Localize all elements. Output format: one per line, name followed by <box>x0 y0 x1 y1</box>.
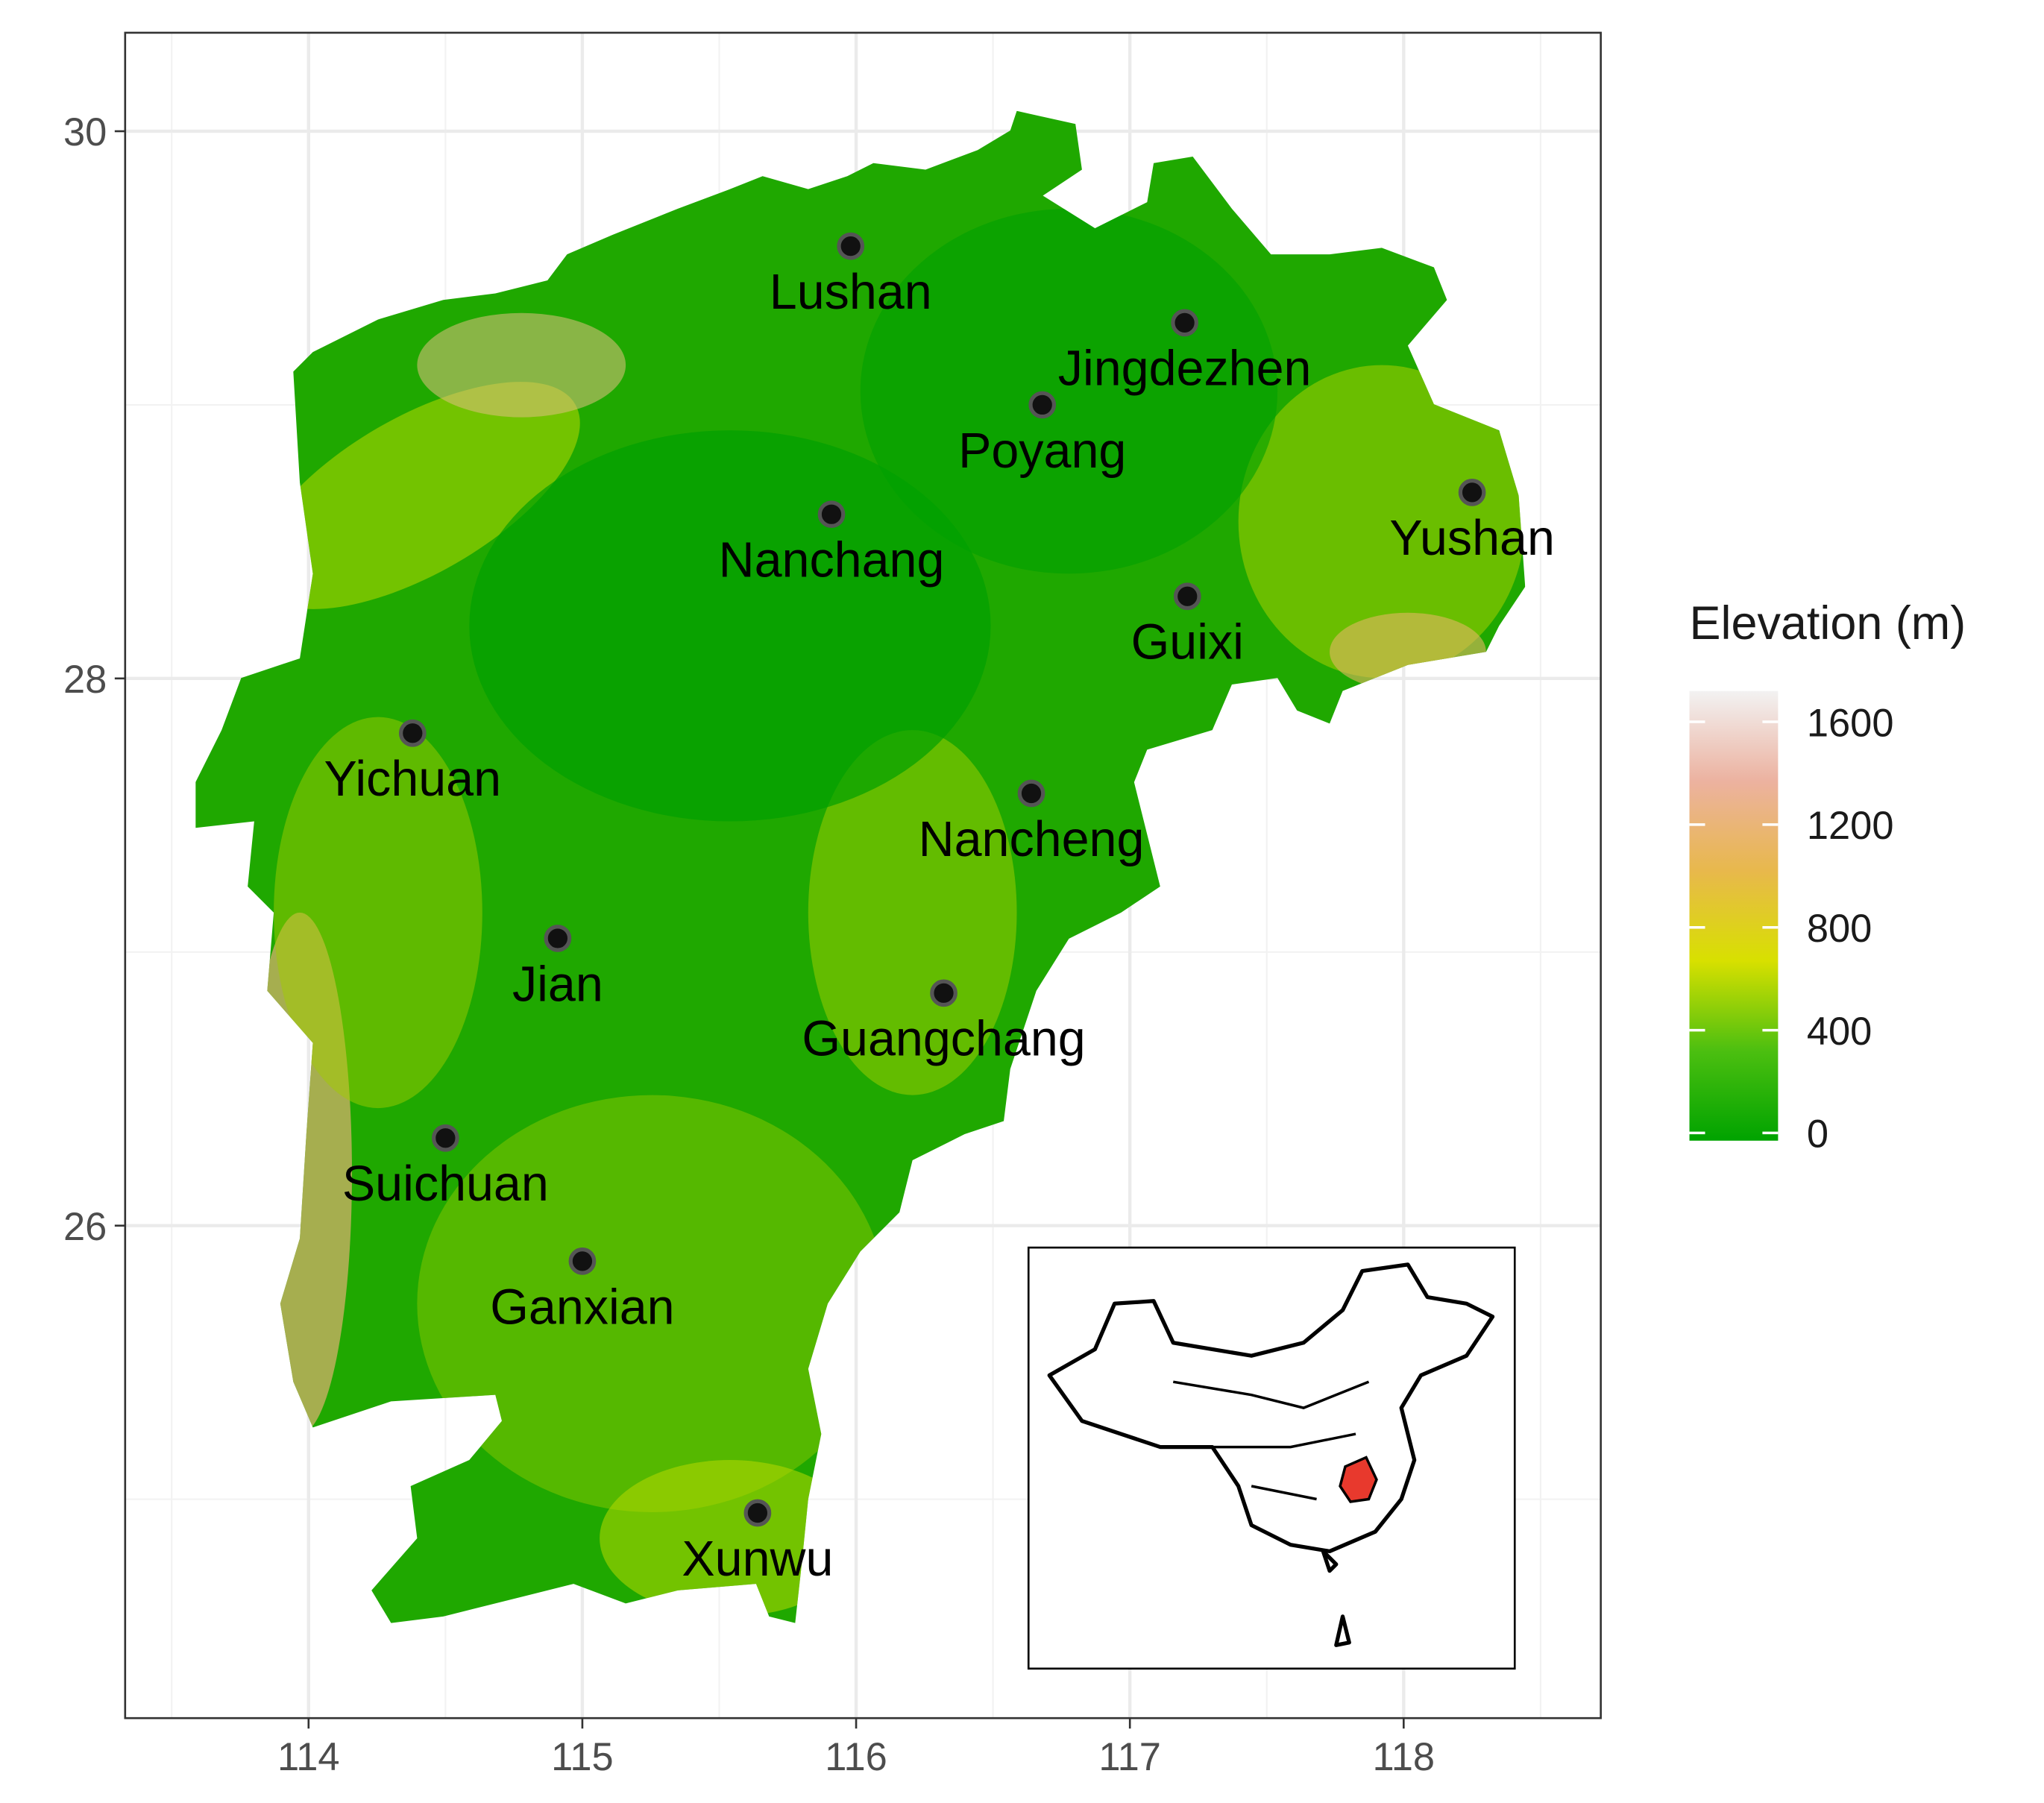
city-label: Lushan <box>770 265 932 320</box>
city-label: Nanchang <box>719 533 945 588</box>
city-point <box>1171 309 1198 337</box>
city-label: Guangchang <box>802 1012 1085 1067</box>
city-point <box>1017 779 1045 808</box>
city-point <box>568 1247 597 1275</box>
city-point <box>1458 478 1486 506</box>
city-label: Nancheng <box>919 812 1145 867</box>
legend-label: 1600 <box>1807 702 1894 745</box>
x-tick-label: 115 <box>551 1736 614 1779</box>
panel-border <box>124 31 1602 1719</box>
city-label: Yushan <box>1389 511 1555 566</box>
city-label: Ganxian <box>490 1280 674 1335</box>
city-point <box>837 232 865 260</box>
legend-label: 400 <box>1807 1010 1872 1054</box>
y-tick-label: 28 <box>63 658 107 702</box>
city-point <box>743 1499 772 1527</box>
city-point <box>432 1124 459 1152</box>
legend-label: 1200 <box>1807 805 1894 848</box>
city-label: Guixi <box>1131 615 1244 670</box>
city-label: Poyang <box>958 424 1126 479</box>
x-tick-label: 116 <box>825 1736 887 1779</box>
x-tick-label: 117 <box>1098 1736 1161 1779</box>
city-point <box>930 979 957 1007</box>
city-point <box>1028 391 1057 419</box>
city-label: Jian <box>512 957 603 1012</box>
city-point <box>1173 582 1201 611</box>
city-label: Jingdezhen <box>1058 342 1312 397</box>
x-tick-label: 114 <box>277 1736 340 1779</box>
y-tick-label: 26 <box>63 1206 107 1249</box>
x-tick-label: 118 <box>1373 1736 1435 1779</box>
inset-map <box>1027 1246 1516 1670</box>
colorbar <box>1689 690 1779 1141</box>
city-point <box>398 719 427 747</box>
city-point <box>817 500 846 529</box>
city-label: Suichuan <box>342 1157 549 1212</box>
y-tick-label: 30 <box>63 111 107 154</box>
city-point <box>544 925 572 952</box>
city-label: Xunwu <box>682 1532 833 1587</box>
legend-title: Elevation (m) <box>1690 597 1966 649</box>
city-label: Yichuan <box>324 752 502 807</box>
legend-label: 0 <box>1807 1113 1828 1157</box>
legend-label: 800 <box>1807 907 1872 951</box>
legend: Elevation (m) 0 400 800 1200 1600 <box>1689 597 1966 1157</box>
